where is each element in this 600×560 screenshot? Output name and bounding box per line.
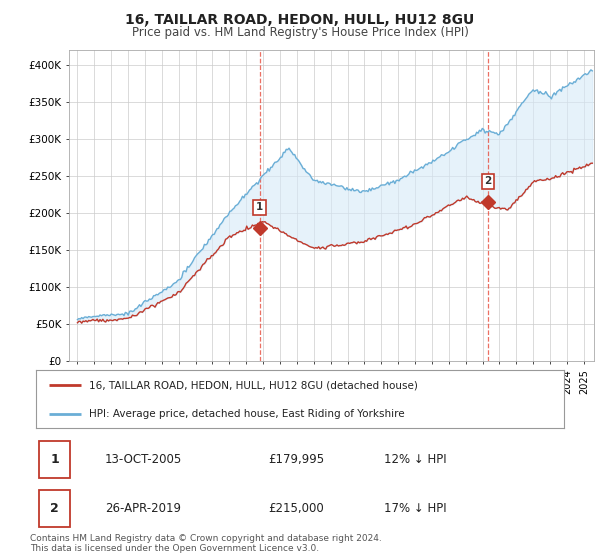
Text: 1: 1 (256, 202, 263, 212)
Text: 17% ↓ HPI: 17% ↓ HPI (385, 502, 447, 515)
FancyBboxPatch shape (38, 490, 70, 527)
Text: Price paid vs. HM Land Registry's House Price Index (HPI): Price paid vs. HM Land Registry's House … (131, 26, 469, 39)
Text: 16, TAILLAR ROAD, HEDON, HULL, HU12 8GU: 16, TAILLAR ROAD, HEDON, HULL, HU12 8GU (125, 13, 475, 27)
Text: 12% ↓ HPI: 12% ↓ HPI (385, 453, 447, 466)
Text: Contains HM Land Registry data © Crown copyright and database right 2024.
This d: Contains HM Land Registry data © Crown c… (30, 534, 382, 553)
Text: 1: 1 (50, 453, 59, 466)
Text: 16, TAILLAR ROAD, HEDON, HULL, HU12 8GU (detached house): 16, TAILLAR ROAD, HEDON, HULL, HU12 8GU … (89, 380, 418, 390)
Text: 2: 2 (50, 502, 59, 515)
Text: HPI: Average price, detached house, East Riding of Yorkshire: HPI: Average price, detached house, East… (89, 409, 404, 419)
Text: 2: 2 (484, 176, 491, 186)
Text: £179,995: £179,995 (268, 453, 325, 466)
Text: £215,000: £215,000 (268, 502, 324, 515)
Text: 26-APR-2019: 26-APR-2019 (104, 502, 181, 515)
Text: 13-OCT-2005: 13-OCT-2005 (104, 453, 182, 466)
FancyBboxPatch shape (38, 441, 70, 478)
